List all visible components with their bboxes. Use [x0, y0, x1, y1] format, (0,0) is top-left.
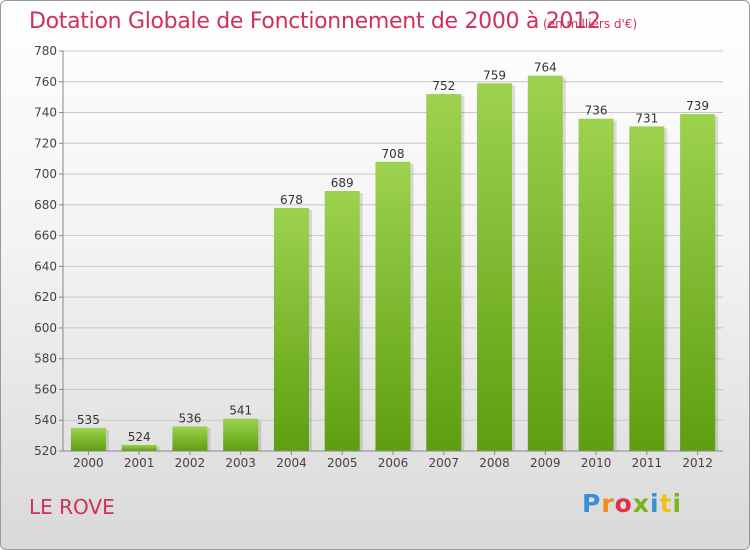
bar-2011: [629, 126, 665, 451]
x-tick-label-2012: 2012: [682, 456, 713, 470]
y-tick-label: 580: [34, 352, 57, 366]
y-tick-label: 720: [34, 136, 57, 150]
data-label-2009: 764: [534, 61, 557, 75]
x-tick-label-2005: 2005: [327, 456, 358, 470]
x-tick-label-2003: 2003: [225, 456, 256, 470]
data-label-2008: 759: [483, 68, 506, 82]
x-tick-label-2002: 2002: [175, 456, 206, 470]
y-tick-label: 540: [34, 413, 57, 427]
y-tick-label: 740: [34, 106, 57, 120]
x-tick-label-2009: 2009: [530, 456, 561, 470]
data-label-2010: 736: [585, 104, 608, 118]
bar-2008: [477, 83, 513, 452]
chart-unit: (en milliers d'€): [543, 17, 638, 31]
x-tick-label-2000: 2000: [73, 456, 104, 470]
x-tick-label-2010: 2010: [581, 456, 612, 470]
y-tick-label: 760: [34, 75, 57, 89]
data-label-2007: 752: [432, 79, 455, 93]
y-tick-label: 660: [34, 229, 57, 243]
y-tick-label: 560: [34, 382, 57, 396]
y-tick-label: 780: [34, 44, 57, 58]
bar-2000: [70, 427, 106, 451]
bar-2004: [273, 207, 309, 451]
data-label-2011: 731: [635, 111, 658, 125]
data-label-2012: 739: [686, 99, 709, 113]
data-label-2000: 535: [77, 413, 100, 427]
x-tick-label-2001: 2001: [124, 456, 155, 470]
bar-2007: [426, 94, 462, 452]
y-tick-label: 640: [34, 259, 57, 273]
y-tick-label: 700: [34, 167, 57, 181]
data-label-2006: 708: [382, 147, 405, 161]
x-tick-label-2011: 2011: [632, 456, 663, 470]
x-tick-label-2004: 2004: [276, 456, 307, 470]
data-label-2004: 678: [280, 193, 303, 207]
y-tick-label: 600: [34, 321, 57, 335]
x-tick-label-2007: 2007: [428, 456, 459, 470]
bar-2010: [578, 118, 614, 451]
bar-2002: [172, 426, 208, 451]
y-tick-label: 620: [34, 290, 57, 304]
bar-2012: [680, 114, 716, 452]
data-label-2002: 536: [178, 411, 201, 425]
x-tick-label-2006: 2006: [378, 456, 409, 470]
bar-2006: [375, 161, 411, 451]
y-tick-label: 680: [34, 198, 57, 212]
x-tick-label-2008: 2008: [479, 456, 510, 470]
data-label-2003: 541: [229, 404, 252, 418]
bar-2001: [121, 444, 157, 451]
data-label-2005: 689: [331, 176, 354, 190]
chart-title: Dotation Globale de Fonctionnement de 20…: [29, 9, 601, 34]
proxiti-logo[interactable]: Proxiti: [582, 489, 683, 518]
y-tick-label: 520: [34, 444, 57, 458]
city-name: LE ROVE: [29, 495, 115, 519]
bar-2005: [324, 191, 360, 451]
bar-2009: [527, 75, 563, 451]
bar-2003: [223, 418, 259, 451]
data-label-2001: 524: [128, 430, 151, 444]
